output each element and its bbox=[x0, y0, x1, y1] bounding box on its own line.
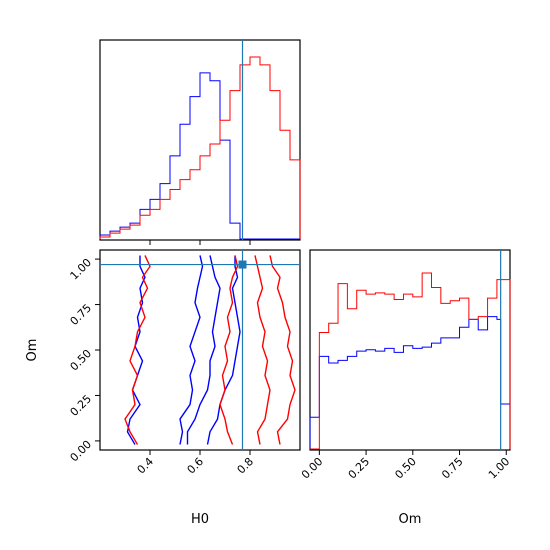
contour-series bbox=[124, 255, 296, 445]
contour-red-inner-line bbox=[219, 255, 239, 445]
contour-red-outer-line bbox=[269, 255, 296, 445]
contour-y-tick-label: 0.25 bbox=[68, 392, 95, 419]
contour-blue-outer-line bbox=[126, 255, 146, 445]
contour-blue-inner-line bbox=[186, 255, 221, 445]
om-histogram-x-tick-label: 0.75 bbox=[439, 455, 466, 482]
contour-blue-inner-line bbox=[179, 255, 204, 445]
h0-histogram-panel bbox=[99, 39, 301, 245]
h0-histogram-blue-series bbox=[99, 72, 300, 240]
contour-red-inner-line bbox=[254, 255, 271, 445]
om-histogram-blue-series bbox=[309, 316, 511, 449]
om-histogram-frame bbox=[309, 249, 511, 451]
contour-x-ticks: 0.4 0.6 0.8 bbox=[135, 450, 257, 477]
contour-y-tick-label: 1.00 bbox=[68, 256, 95, 283]
contour-x-tick-label: 0.8 bbox=[235, 455, 257, 477]
contour-x-tick-label: 0.6 bbox=[185, 455, 207, 477]
om-histogram-panel: 0.00 0.25 0.50 0.75 1.00 Om bbox=[299, 249, 512, 527]
om-histogram-x-tick-label: 1.00 bbox=[486, 455, 513, 482]
h0-histogram-x-ticks bbox=[149, 240, 251, 245]
h0-om-contour-panel: 0.4 0.6 0.8 0.00 0.25 0.50 0.75 1.00 H0 Om bbox=[25, 249, 301, 527]
om-x-axis-label: Om bbox=[399, 512, 422, 527]
contour-x-axis-label: H0 bbox=[191, 512, 209, 527]
om-histogram-series bbox=[309, 272, 511, 450]
contour-y-ticks: 0.00 0.25 0.50 0.75 1.00 bbox=[68, 256, 100, 464]
om-histogram-x-tick-label: 0.25 bbox=[346, 455, 373, 482]
om-histogram-x-tick-label: 0.00 bbox=[299, 455, 326, 482]
contour-x-tick-label: 0.4 bbox=[135, 455, 157, 477]
contour-red-outer-line bbox=[124, 255, 151, 445]
contour-y-axis-label: Om bbox=[25, 339, 40, 362]
om-histogram-x-tick-label: 0.50 bbox=[392, 455, 419, 482]
contour-y-tick-label: 0.00 bbox=[68, 438, 95, 465]
contour-blue-outer-line bbox=[206, 255, 241, 445]
h0-histogram-series bbox=[99, 56, 301, 240]
om-histogram-x-ticks: 0.00 0.25 0.50 0.75 1.00 bbox=[299, 450, 512, 481]
contour-y-tick-label: 0.75 bbox=[68, 301, 95, 328]
contour-y-tick-label: 0.50 bbox=[68, 347, 95, 374]
om-histogram-red-series bbox=[310, 272, 511, 450]
contour-truth-marker bbox=[238, 260, 247, 269]
h0-histogram-red-series bbox=[99, 56, 301, 239]
